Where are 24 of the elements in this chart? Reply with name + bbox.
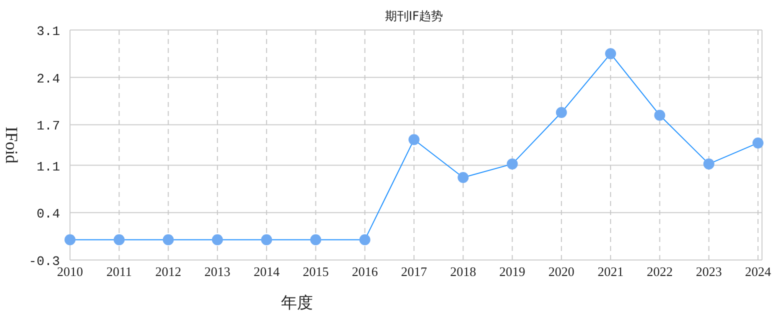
x-axis-title: 年度 — [281, 293, 313, 312]
x-tick-label: 2016 — [352, 264, 378, 279]
x-tick-label: 2013 — [204, 264, 230, 279]
y-tick-label: 3.1 — [36, 24, 60, 39]
x-tick-label: 2021 — [598, 264, 624, 279]
chart-title: 期刊IF趋势 — [384, 9, 444, 23]
x-tick-label: 2014 — [254, 264, 280, 279]
x-tick-label: 2015 — [302, 264, 329, 279]
x-tick-label: 2023 — [696, 264, 722, 279]
x-tick-label: 2020 — [548, 264, 574, 279]
x-tick-label: 2019 — [499, 264, 526, 279]
y-tick-label: -0.3 — [28, 254, 60, 269]
y-tick-label: 0.4 — [36, 206, 60, 222]
y-tick-label: 1.7 — [36, 118, 60, 134]
x-tick-label: 2012 — [155, 264, 182, 279]
x-tick-label: 2017 — [401, 264, 428, 279]
x-tick-label: 2022 — [646, 264, 673, 279]
x-tick-label: 2018 — [450, 264, 476, 279]
y-tick-label: 2.4 — [36, 71, 60, 86]
x-tick-label: 2024 — [745, 264, 772, 279]
x-tick-label: 2010 — [57, 264, 83, 279]
y-tick-label: 1.1 — [36, 159, 60, 174]
x-tick-label: 2011 — [106, 264, 132, 279]
y-axis-title: IFoid — [2, 126, 21, 164]
